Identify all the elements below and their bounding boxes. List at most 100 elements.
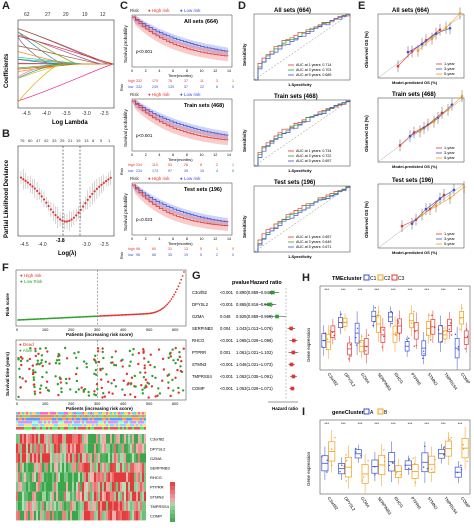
annotation-cell (16, 415, 18, 418)
x-tick: 100 (42, 402, 48, 406)
heatmap-cell (82, 510, 84, 521)
heatmap-cell (86, 472, 88, 482)
annotation-cell (96, 427, 98, 430)
deviance-point (70, 218, 73, 221)
heatmap-cell (86, 462, 88, 473)
heatmap-cell (70, 482, 72, 492)
annotation-cell (118, 421, 120, 424)
risk-table-cell: 8 (200, 163, 202, 167)
annotation-cell (92, 418, 94, 421)
heatmap-cell (84, 472, 86, 482)
annotation-cell (114, 418, 116, 421)
annotation-cell (112, 427, 114, 430)
annotation-cell (68, 412, 70, 415)
deviance-point (38, 192, 41, 195)
heatmap-cell (112, 501, 114, 511)
heatmap-cell (24, 491, 26, 502)
survival-point (99, 368, 102, 372)
annotation-cell (38, 415, 40, 418)
point (381, 346, 384, 348)
panel-label-d: D (238, 0, 246, 12)
heatmap-cell (32, 453, 34, 463)
heatmap-cell (110, 462, 112, 473)
heatmap-cell (96, 472, 98, 482)
risk-score-point (163, 306, 166, 308)
annotation-cell (116, 415, 118, 418)
annotation-cell (128, 421, 130, 424)
p-value: <0.001 (220, 386, 234, 391)
gene-name: PTPRR (192, 350, 206, 355)
annotation-cell (84, 427, 86, 430)
survival-point (85, 362, 88, 365)
heatmap-cell (104, 491, 106, 502)
heatmap-cell (74, 501, 76, 511)
annotation-cell (116, 424, 118, 427)
heatmap-cell (84, 462, 86, 473)
heatmap-cell (98, 443, 100, 454)
point (457, 345, 460, 348)
annotation-cell (114, 415, 116, 418)
annotation-cell (132, 418, 134, 421)
heatmap-cell (92, 482, 94, 492)
survival-point (17, 358, 20, 361)
survival-point (145, 385, 148, 389)
x-axis-label: Time(months) (168, 157, 193, 162)
heatmap-cell (136, 434, 138, 444)
heatmap-cell (16, 501, 18, 511)
heatmap-cell (120, 501, 122, 511)
risk-score-point (53, 317, 56, 320)
annotation-cell (130, 418, 132, 421)
heatmap-cell (140, 462, 142, 473)
heatmap-cell (104, 501, 106, 511)
point (407, 467, 410, 469)
survival-point (74, 356, 78, 360)
heatmap-cell (114, 443, 116, 454)
heatmap-cell (60, 501, 62, 511)
annotation-cell (108, 421, 110, 424)
survival-point (58, 376, 62, 379)
heatmap-cell (18, 453, 20, 463)
annotation-cell (134, 424, 136, 427)
heatmap-cell (132, 482, 134, 492)
annotation-cell (42, 424, 44, 427)
deviance-point (77, 211, 80, 214)
risk-table-cell: 60 (152, 247, 156, 251)
heatmap-cell (26, 510, 28, 521)
heatmap-cell (78, 482, 80, 492)
survival-point (134, 385, 137, 388)
annotation-cell (116, 421, 118, 424)
annotation-cell (104, 424, 106, 427)
panel-label-b: B (2, 128, 10, 140)
annotation-cell (46, 415, 48, 418)
x-tick: -2.5 (100, 242, 109, 248)
point (432, 471, 434, 473)
heatmap-cell (44, 491, 46, 502)
km-curve (132, 100, 229, 141)
x-tick: 6 (172, 69, 174, 73)
heatmap-cell (140, 482, 142, 492)
color-key (170, 514, 175, 518)
heatmap-cell (130, 453, 132, 463)
annotation-cell (36, 424, 38, 427)
hr-marker (271, 290, 275, 295)
gene-tick: STMN3 (427, 496, 440, 511)
annotation-cell (48, 424, 50, 427)
heatmap-cell (62, 453, 64, 463)
heatmap-cell (42, 501, 44, 511)
survival-point (128, 349, 132, 353)
annotation-cell (20, 412, 22, 415)
legend-title: Risk (130, 176, 139, 181)
heatmap-cell (106, 434, 108, 444)
heatmap-cell (94, 434, 96, 444)
risk-score-point (173, 293, 176, 296)
annotation-cell (78, 424, 80, 427)
annotation-cell (68, 421, 70, 424)
survival-point (19, 359, 23, 363)
annotation-cell (32, 421, 34, 424)
roc-curve (254, 186, 351, 253)
heatmap-cell (34, 434, 36, 444)
survival-point (80, 386, 83, 389)
point (397, 320, 399, 322)
heatmap-cell (38, 510, 40, 521)
